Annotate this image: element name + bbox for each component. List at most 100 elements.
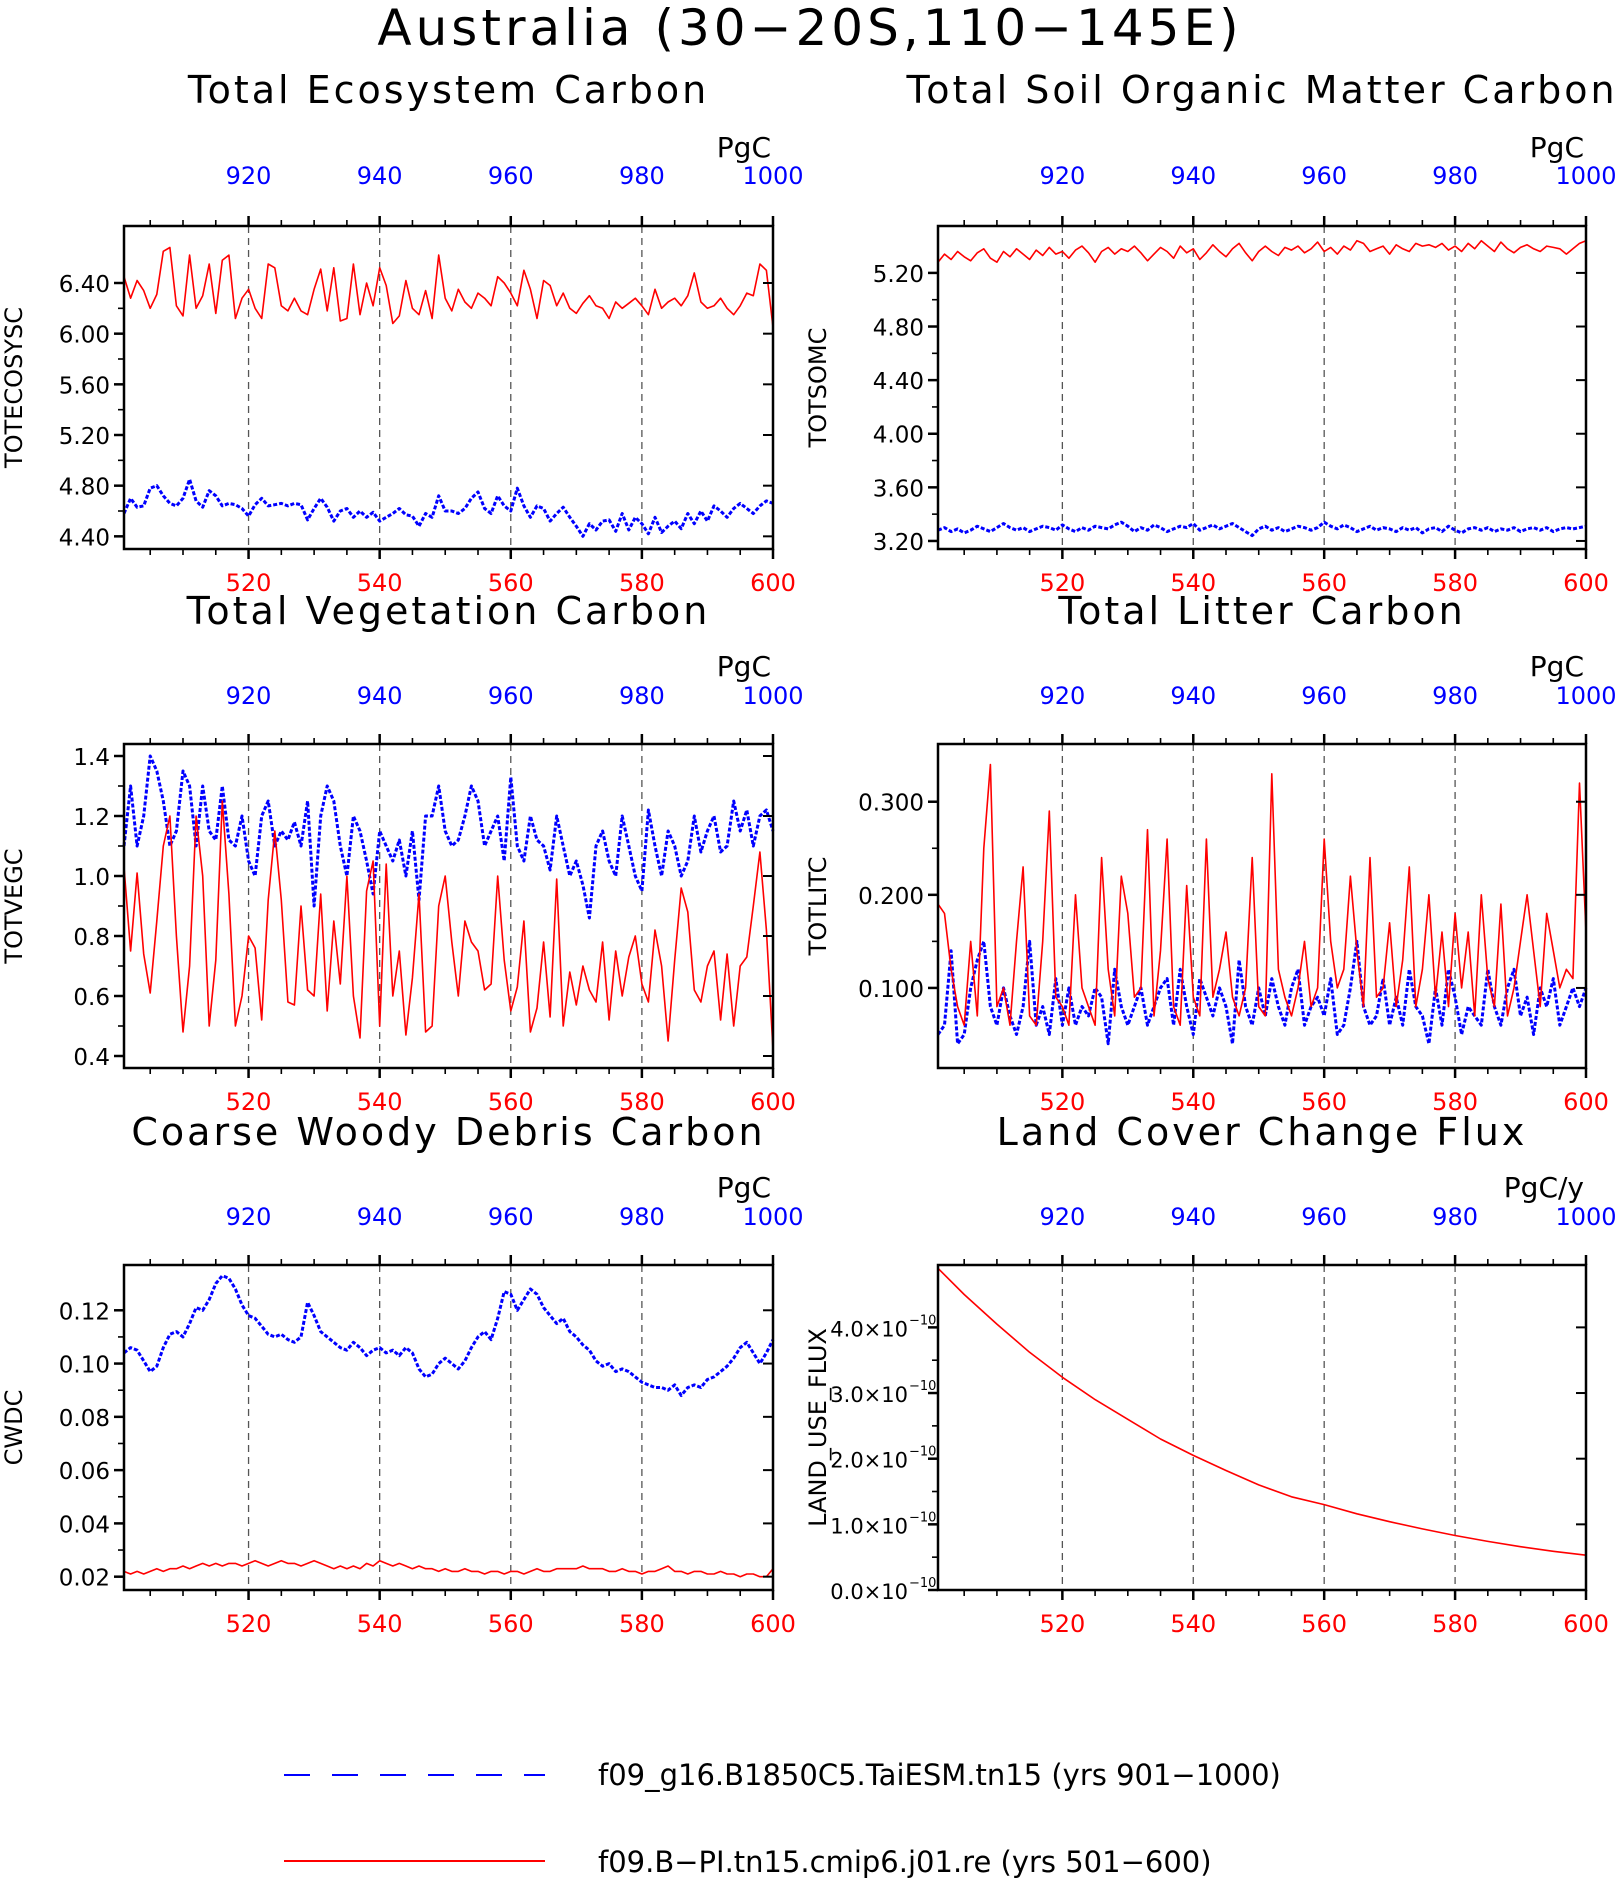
series-line-red (937, 239, 1587, 264)
figure-title: Australia (30−20S,110−145E) (377, 0, 1242, 57)
y-tick-label: 4.80 (59, 475, 110, 501)
y-tick-label: 4.00 (873, 423, 924, 449)
y-tick-label: 4.40 (59, 525, 110, 551)
x-bottom-tick-label: 580 (619, 1610, 665, 1638)
panel-title: Total Litter Carbon (1057, 589, 1465, 633)
y-tick-label: 0.02 (59, 1566, 110, 1592)
x-bottom-tick-label: 540 (357, 569, 403, 597)
x-top-tick-label: 960 (488, 682, 534, 710)
x-top-tick-label: 940 (1170, 1203, 1216, 1231)
y-tick-label: 0.0×10 (830, 1580, 908, 1604)
x-bottom-tick-label: 520 (1039, 569, 1085, 597)
x-top-tick-label: 920 (1039, 162, 1085, 190)
y-tick-label: 0.200 (858, 884, 924, 910)
x-bottom-tick-label: 600 (750, 1610, 796, 1638)
y-tick-exponent: −10 (909, 1510, 936, 1525)
x-top-tick-label: 960 (488, 1203, 534, 1231)
x-bottom-tick-label: 560 (1301, 1088, 1347, 1116)
y-tick-label: 5.60 (59, 373, 110, 399)
legend: f09_g16.B1850C5.TaiESM.tn15 (yrs 901−100… (284, 1758, 1281, 1879)
y-tick-label: 1.0 (73, 865, 110, 891)
x-top-tick-label: 920 (226, 162, 272, 190)
y-tick-label: 4.80 (873, 316, 924, 342)
x-bottom-tick-label: 580 (619, 1088, 665, 1116)
y-tick-label: 0.8 (73, 925, 110, 951)
y-tick-exponent: −10 (909, 1313, 936, 1328)
y-tick-label: 0.06 (59, 1459, 110, 1485)
x-top-tick-label: 960 (488, 162, 534, 190)
panel-5: Coarse Woody Debris Carbon PgC 0.02 0.04 0.0… (0, 1110, 804, 1638)
x-bottom-tick-label: 540 (357, 1088, 403, 1116)
units-label: PgC (1530, 131, 1584, 164)
x-top-tick-label: 980 (1432, 682, 1478, 710)
x-bottom-tick-label: 540 (1170, 1088, 1216, 1116)
x-bottom-tick-label: 600 (750, 1088, 796, 1116)
y-axis-label: CWDC (0, 1390, 28, 1466)
y-axis-label: TOTSOMC (804, 328, 832, 449)
y-tick-label: 5.20 (873, 262, 924, 288)
y-axis-label: TOTECOSYSC (0, 307, 28, 469)
x-bottom-tick-label: 540 (1170, 569, 1216, 597)
x-bottom-tick-label: 560 (1301, 569, 1347, 597)
x-bottom-tick-label: 580 (1432, 1088, 1478, 1116)
x-top-tick-label: 980 (1432, 162, 1478, 190)
plot-frame (122, 224, 775, 551)
legend-label-blue: f09_g16.B1850C5.TaiESM.tn15 (yrs 901−100… (598, 1758, 1281, 1792)
x-bottom-tick-label: 560 (488, 569, 534, 597)
x-top-tick-label: 920 (1039, 1203, 1085, 1231)
x-top-tick-label: 940 (357, 162, 403, 190)
x-top-tick-label: 920 (1039, 682, 1085, 710)
y-tick-label: 6.00 (59, 323, 110, 349)
x-top-tick-label: 980 (1432, 1203, 1478, 1231)
panel-title: Total Soil Organic Matter Carbon (905, 68, 1617, 112)
y-tick-label: 0.4 (73, 1045, 110, 1071)
plot-frame (936, 742, 1588, 1070)
y-tick-label: 0.300 (858, 791, 924, 817)
panel-title: Land Cover Change Flux (997, 1110, 1528, 1154)
series-line-red (123, 800, 774, 1051)
x-bottom-tick-label: 580 (619, 569, 665, 597)
y-tick-label: 0.10 (59, 1353, 110, 1379)
x-top-tick-label: 920 (226, 1203, 272, 1231)
x-bottom-tick-label: 520 (226, 1610, 272, 1638)
series-line-red (937, 763, 1587, 1026)
x-bottom-tick-label: 540 (1170, 1610, 1216, 1638)
x-top-tick-label: 1000 (742, 682, 803, 710)
series-line-blue (122, 754, 775, 920)
y-tick-label: 1.2 (73, 805, 110, 831)
y-tick-label: 0.08 (59, 1406, 110, 1432)
x-top-tick-label: 960 (1301, 162, 1347, 190)
x-top-tick-label: 940 (357, 1203, 403, 1231)
x-bottom-tick-label: 560 (1301, 1610, 1347, 1638)
y-axis-label: TOTLITC (804, 857, 832, 957)
y-tick-label: 6.40 (59, 272, 110, 298)
units-label: PgC/y (1504, 1171, 1584, 1204)
y-tick-exponent: −10 (909, 1576, 936, 1591)
legend-label-red: f09.B−PI.tn15.cmip6.j01.re (yrs 501−600) (598, 1845, 1212, 1879)
y-tick-label: 0.6 (73, 985, 110, 1011)
x-top-tick-label: 940 (1170, 682, 1216, 710)
series-line-blue (936, 939, 1588, 1046)
y-tick-label: 5.20 (59, 424, 110, 450)
x-top-tick-label: 1000 (1555, 162, 1616, 190)
series-line-blue (123, 1274, 775, 1397)
y-tick-label: 0.12 (59, 1299, 110, 1325)
x-top-tick-label: 980 (619, 682, 665, 710)
y-tick-label: 4.40 (873, 369, 924, 395)
x-top-tick-label: 1000 (742, 1203, 803, 1231)
y-tick-label: 3.0×10 (830, 1383, 908, 1407)
y-tick-label: 4.0×10 (830, 1317, 908, 1341)
series-line-blue (937, 520, 1587, 538)
x-bottom-tick-label: 560 (488, 1610, 534, 1638)
x-top-tick-label: 1000 (742, 162, 803, 190)
x-top-tick-label: 960 (1301, 1203, 1347, 1231)
y-tick-label: 0.100 (858, 977, 924, 1003)
x-bottom-tick-label: 600 (1563, 1088, 1609, 1116)
series-line-red (937, 1267, 1587, 1556)
x-top-tick-label: 940 (357, 682, 403, 710)
y-tick-label: 3.60 (873, 476, 924, 502)
series-line-red (123, 246, 774, 328)
